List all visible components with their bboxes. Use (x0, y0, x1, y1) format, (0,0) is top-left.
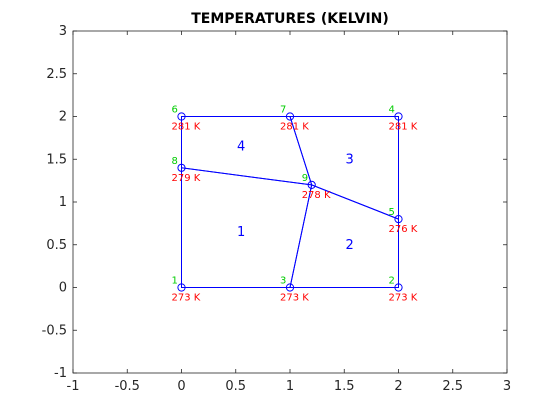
element-label: 4 (237, 139, 245, 154)
x-tick-label: -0.5 (115, 379, 140, 394)
x-tick-label: 2 (394, 379, 402, 394)
x-tick-label: 1.5 (334, 379, 355, 394)
y-tick-label: 1.5 (46, 152, 67, 167)
y-tick-label: 0.5 (46, 238, 67, 253)
node-id-label: 9 (302, 173, 308, 184)
node-id-label: 7 (280, 105, 286, 116)
mesh-element-4 (181, 116, 313, 186)
x-tick-label: 0.5 (225, 379, 246, 394)
element-labels: 1 2 3 4 (237, 139, 354, 252)
node-temperature-label: 279 K (172, 173, 201, 184)
y-tick-label: 0 (59, 281, 67, 296)
y-axis-ticks: -1 -0.5 0 0.5 1 1.5 2 2.5 3 (42, 24, 507, 381)
node-marker (307, 180, 316, 189)
node-temperature-label: 273 K (172, 293, 201, 304)
y-tick-label: 1 (59, 195, 67, 210)
node-marker (394, 215, 403, 224)
node-marker (285, 112, 295, 121)
node-temperature-label: 276 K (389, 224, 418, 235)
x-tick-label: 2.5 (442, 379, 463, 394)
x-tick-label: 1 (286, 379, 294, 394)
y-tick-label: 2 (59, 110, 67, 125)
node-marker (177, 283, 186, 292)
node-marker (394, 112, 403, 121)
element-label: 2 (346, 238, 354, 253)
x-tick-label: -1 (67, 379, 80, 394)
plot-background (73, 31, 507, 373)
node-id-label: 6 (172, 105, 178, 116)
node-marker (177, 112, 186, 121)
element-label: 3 (346, 152, 354, 167)
chart-title: TEMPERATURES (KELVIN) (191, 11, 389, 27)
node-temperature-label: 281 K (280, 122, 309, 133)
element-label: 1 (237, 225, 245, 240)
y-tick-label: -0.5 (42, 323, 67, 338)
node-temperature-label: 281 K (172, 122, 201, 133)
node-id-label: 4 (389, 105, 395, 116)
node-id-label: 8 (172, 156, 178, 167)
y-tick-label: 3 (59, 24, 67, 39)
node-id-label: 1 (172, 276, 178, 287)
node-id-label: 5 (389, 207, 395, 218)
node-temperature-label: 273 K (280, 293, 309, 304)
node-temperature-label: 273 K (389, 293, 418, 304)
node-marker (285, 283, 295, 292)
y-tick-label: -1 (54, 366, 67, 381)
mesh-layer (181, 116, 399, 288)
x-tick-label: 0 (177, 379, 185, 394)
node-id-label: 3 (280, 276, 286, 287)
y-tick-label: 2.5 (46, 67, 67, 82)
x-tick-label: 3 (503, 379, 511, 394)
node-marker (177, 163, 186, 172)
node-temperature-label: 281 K (389, 122, 418, 133)
node-temperature-label: 278 K (302, 190, 331, 201)
node-id-label: 2 (389, 276, 395, 287)
x-axis-ticks: -1 -0.5 0 0.5 1 1.5 2 2.5 3 (67, 31, 511, 394)
node-marker (394, 283, 403, 292)
